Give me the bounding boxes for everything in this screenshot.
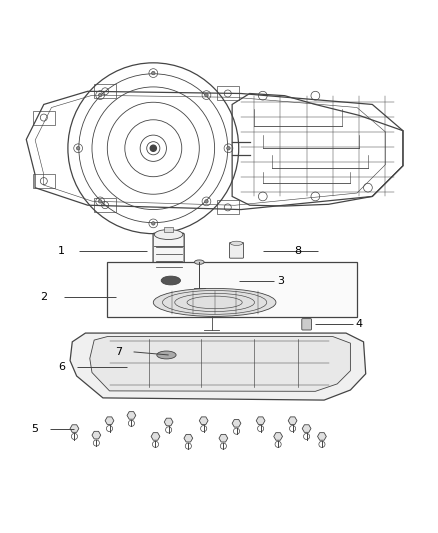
Circle shape: [205, 93, 208, 97]
Text: 3: 3: [277, 276, 284, 286]
Polygon shape: [164, 418, 173, 426]
Polygon shape: [127, 411, 136, 419]
Bar: [217, 86, 239, 101]
Text: 2: 2: [40, 292, 47, 302]
Polygon shape: [184, 434, 193, 442]
FancyBboxPatch shape: [302, 319, 311, 330]
Ellipse shape: [161, 276, 180, 285]
Polygon shape: [105, 417, 114, 424]
Bar: [94, 198, 116, 212]
Polygon shape: [90, 336, 350, 391]
Polygon shape: [70, 425, 79, 432]
Polygon shape: [92, 431, 101, 439]
Text: 7: 7: [115, 347, 122, 357]
Ellipse shape: [153, 288, 276, 317]
Circle shape: [99, 200, 102, 203]
Ellipse shape: [154, 230, 183, 239]
Circle shape: [227, 147, 230, 150]
Text: 8: 8: [294, 246, 301, 256]
Text: 1: 1: [58, 246, 65, 256]
Bar: [33, 110, 55, 125]
FancyBboxPatch shape: [230, 243, 244, 258]
Bar: [33, 174, 55, 188]
Circle shape: [99, 93, 102, 97]
Polygon shape: [302, 425, 311, 432]
Bar: [94, 84, 116, 98]
Circle shape: [152, 71, 155, 75]
FancyBboxPatch shape: [153, 233, 184, 271]
Polygon shape: [232, 419, 241, 427]
Polygon shape: [219, 434, 228, 442]
Ellipse shape: [157, 351, 176, 359]
Text: 4: 4: [356, 319, 363, 329]
Ellipse shape: [194, 260, 204, 264]
Polygon shape: [256, 417, 265, 424]
Polygon shape: [318, 433, 326, 440]
Circle shape: [76, 147, 80, 150]
Polygon shape: [274, 433, 283, 440]
Circle shape: [205, 200, 208, 203]
Text: 6: 6: [58, 362, 65, 372]
Ellipse shape: [230, 241, 243, 245]
Polygon shape: [199, 417, 208, 424]
Circle shape: [150, 145, 156, 151]
Bar: [164, 227, 173, 232]
Circle shape: [152, 222, 155, 225]
Polygon shape: [288, 417, 297, 424]
Polygon shape: [151, 433, 160, 440]
Text: 5: 5: [32, 424, 39, 433]
Bar: [107, 262, 357, 317]
Bar: [217, 200, 239, 214]
Polygon shape: [70, 333, 366, 400]
